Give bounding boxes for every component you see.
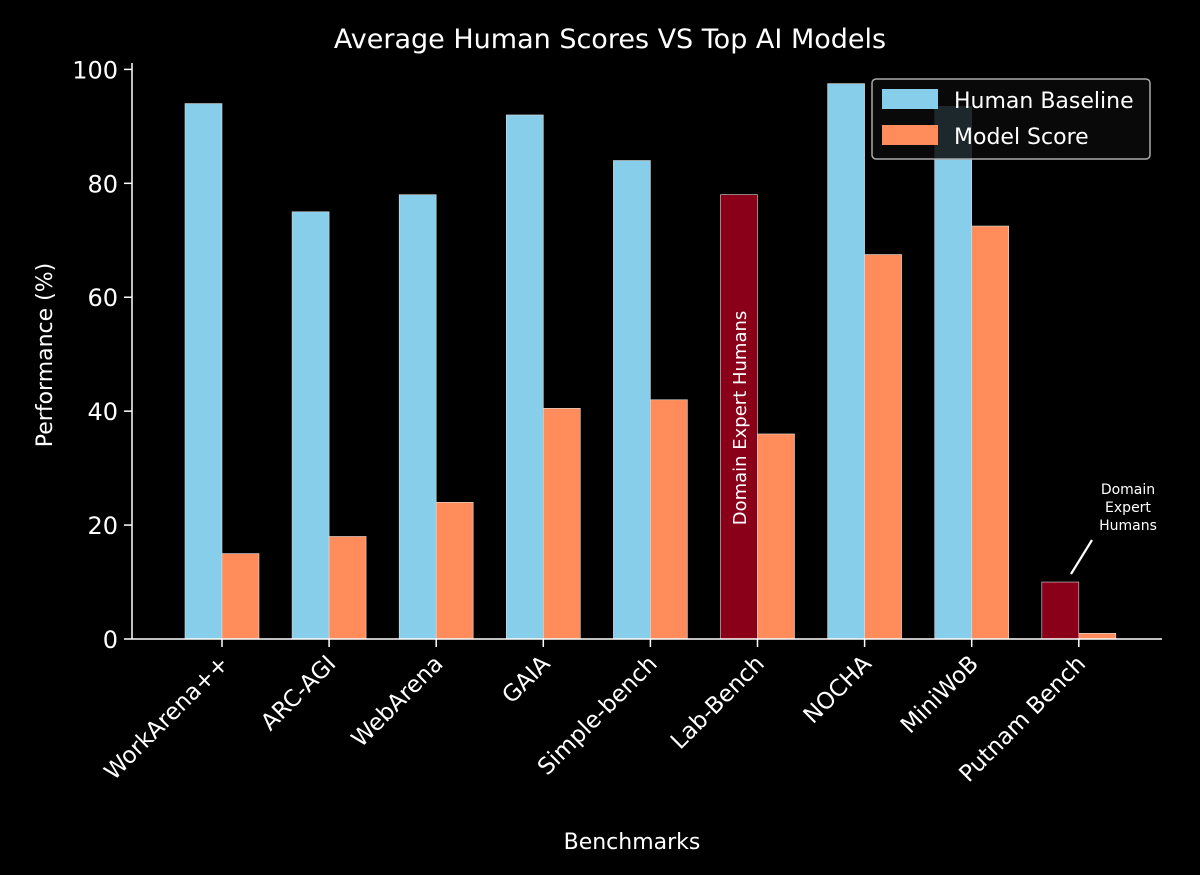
x-tick-label: GAIA	[498, 651, 556, 709]
y-tick-label: 0	[103, 626, 118, 654]
bar-human-miniwob	[934, 106, 973, 640]
bar-human-gaia	[505, 114, 544, 640]
legend-swatch-human-baseline	[882, 89, 938, 109]
legend-label: Model Score	[954, 125, 1089, 150]
bar-model-putnam-bench	[1078, 633, 1117, 640]
chart-title: Average Human Scores VS Top AI Models	[334, 24, 886, 55]
bar-model-simple-bench	[650, 399, 688, 640]
annotation-domain-expert-putnam: Domain Expert Humans	[1099, 482, 1157, 534]
bar-model-nocha	[864, 254, 902, 640]
bar-model-workarena-	[221, 553, 260, 640]
bar-model-gaia	[542, 408, 581, 640]
y-tick-label: 80	[87, 170, 118, 198]
legend-label: Human Baseline	[954, 89, 1134, 114]
x-tick-label: WorkArena++	[100, 651, 235, 786]
annotation-domain-expert-lab-bench: Domain Expert Humans	[730, 311, 751, 526]
x-tick-label: MiniWoB	[896, 651, 984, 739]
y-axis-label: Performance (%)	[33, 263, 58, 447]
bar-model-arc-agi	[328, 536, 367, 640]
x-tick-label: WebArena	[347, 651, 449, 753]
annotation-pointer-line	[1070, 539, 1093, 575]
y-tick-label: 20	[87, 512, 118, 540]
y-tick-label: 100	[72, 56, 118, 84]
bar-human-lab-bench	[720, 194, 758, 640]
x-tick-label: NOCHA	[799, 651, 877, 729]
y-tick-label: 60	[87, 284, 118, 312]
bar-model-lab-bench	[757, 433, 795, 640]
bar-model-miniwob	[971, 225, 1010, 640]
legend-box	[871, 78, 1151, 160]
x-tick-label: ARC-AGI	[256, 651, 341, 736]
bar-human-webarena	[398, 194, 437, 640]
bar-human-putnam-bench	[1041, 581, 1080, 640]
bar-human-workarena-	[184, 103, 223, 640]
legend-swatch-model-score	[882, 125, 938, 145]
y-tick-label: 40	[87, 398, 118, 426]
bar-human-simple-bench	[613, 160, 651, 640]
bar-model-webarena	[435, 501, 474, 640]
bar-human-arc-agi	[291, 211, 330, 640]
x-tick-label: Lab-Bench	[666, 651, 770, 755]
x-axis-label: Benchmarks	[564, 830, 701, 855]
bar-human-nocha	[827, 83, 865, 640]
